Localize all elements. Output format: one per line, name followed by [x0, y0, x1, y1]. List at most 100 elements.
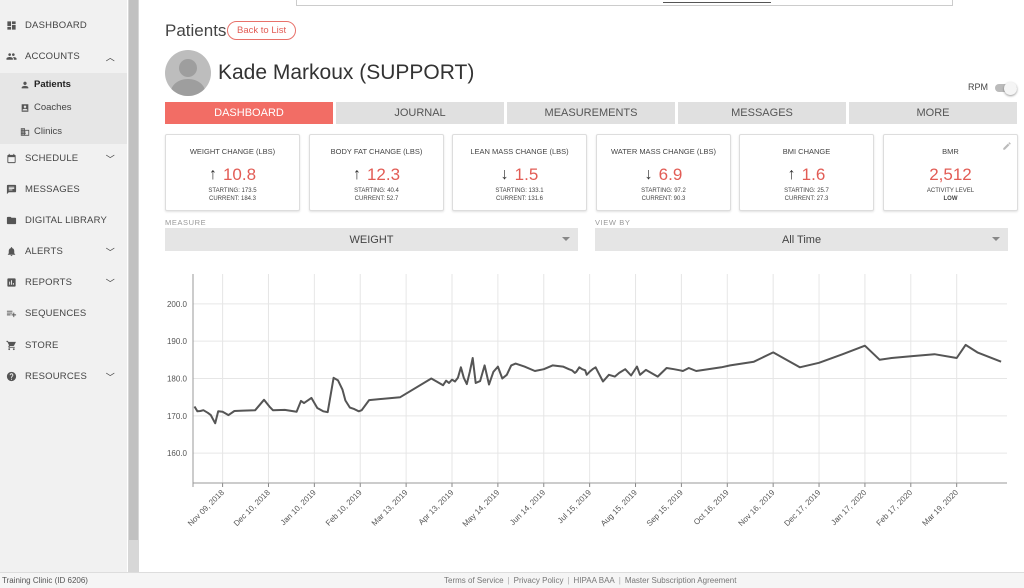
sidebar-subitem-label: Patients	[34, 79, 71, 90]
sidebar-item-digital-library[interactable]: DIGITAL LIBRARY	[0, 205, 127, 236]
y-tick-label: 200.0	[167, 300, 188, 309]
sidebar-item-label: REPORTS	[25, 277, 73, 288]
sidebar-subitem-coaches[interactable]: Coaches	[0, 96, 127, 119]
x-tick-label: Nov 16, 2019	[737, 488, 777, 528]
arrow-up-icon: ↑	[352, 166, 361, 183]
x-tick-label: Jan 17, 2020	[829, 488, 868, 527]
sidebar-item-store[interactable]: STORE	[0, 330, 127, 361]
sidebar-subitem-patients[interactable]: Patients	[0, 73, 127, 96]
footer-links: Terms of Service | Privacy Policy | HIPAA BA…	[444, 576, 737, 585]
y-tick-label: 180.0	[167, 375, 188, 384]
accounts-submenu: Patients Coaches Clinics	[0, 73, 127, 144]
message-icon	[0, 184, 22, 195]
body-fat-change-card[interactable]: BODY FAT CHANGE (LBS) ↑ 12.3 STARTING: 40…	[309, 134, 444, 211]
x-tick-label: Oct 16, 2019	[692, 488, 731, 527]
sidebar-item-reports[interactable]: REPORTS ﹀	[0, 267, 127, 298]
tab-dashboard[interactable]: DASHBOARD	[165, 102, 333, 124]
x-tick-label: Jun 14, 2019	[508, 488, 547, 527]
card-value-text: 12.3	[366, 165, 401, 184]
sidebar-subitem-label: Clinics	[34, 126, 62, 137]
cart-icon	[0, 340, 22, 351]
x-tick-label: Feb 17, 2020	[875, 488, 915, 528]
folder-icon	[0, 215, 22, 226]
tab-journal[interactable]: JOURNAL	[336, 102, 504, 124]
sidebar-item-sequences[interactable]: SEQUENCES	[0, 298, 127, 329]
privacy-link[interactable]: Privacy Policy	[513, 576, 564, 585]
back-to-list-button[interactable]: Back to List	[227, 21, 297, 40]
lean-mass-change-card[interactable]: LEAN MASS CHANGE (LBS) ↓ 1.5 STARTING: 13…	[452, 134, 587, 211]
sidebar-item-label: ACCOUNTS	[25, 51, 80, 62]
x-tick-label: May 14, 2019	[461, 488, 502, 529]
y-tick-label: 190.0	[167, 337, 188, 346]
sidebar-subitem-clinics[interactable]: Clinics	[0, 120, 127, 143]
measure-select-value: WEIGHT	[349, 233, 394, 246]
card-current: CURRENT: 27.3	[784, 195, 829, 202]
footer: Training Clinic (ID 6206) Terms of Servi…	[0, 572, 1024, 588]
report-icon	[0, 277, 22, 288]
x-tick-label: Jan 10, 2019	[279, 488, 318, 527]
card-value-text: 6.9	[658, 165, 683, 184]
measure-select[interactable]: WEIGHT	[165, 228, 578, 251]
pencil-icon[interactable]	[1002, 141, 1012, 151]
sidebar-item-label: SEQUENCES	[25, 308, 87, 319]
card-title: LEAN MASS CHANGE (LBS)	[470, 147, 569, 156]
card-value-text: 10.8	[222, 165, 257, 184]
help-icon	[0, 371, 22, 382]
tab-measurements[interactable]: MEASUREMENTS	[507, 102, 675, 124]
top-search-bar[interactable]	[296, 0, 953, 6]
activity-level-value: LOW	[943, 195, 958, 202]
water-mass-change-card[interactable]: WATER MASS CHANGE (LBS) ↓ 6.9 STARTING: 9…	[596, 134, 731, 211]
view-by-select[interactable]: All Time	[595, 228, 1008, 251]
x-tick-label: Mar 13, 2019	[370, 488, 410, 528]
calendar-icon	[0, 153, 22, 164]
sidebar-item-dashboard[interactable]: DASHBOARD	[0, 10, 127, 41]
arrow-up-icon: ↑	[787, 166, 796, 183]
bmi-change-card[interactable]: BMI CHANGE ↑ 1.6 STARTING: 25.7 CURRENT: …	[739, 134, 874, 211]
card-title: WATER MASS CHANGE (LBS)	[610, 147, 716, 156]
page-title: Patients	[165, 21, 227, 40]
badge-icon	[0, 103, 34, 113]
tab-more[interactable]: MORE	[849, 102, 1017, 124]
y-tick-label: 160.0	[167, 449, 188, 458]
card-current: CURRENT: 90.3	[641, 195, 686, 202]
sidebar: DASHBOARD ACCOUNTS ︿ Patients Coaches Cl…	[0, 0, 127, 572]
sidebar-item-label: SCHEDULE	[25, 153, 79, 164]
sidebar-item-alerts[interactable]: ALERTS ﹀	[0, 236, 127, 267]
rpm-label: RPM	[968, 82, 988, 92]
subscription-agreement-link[interactable]: Master Subscription Agreement	[624, 576, 737, 585]
sidebar-item-accounts[interactable]: ACCOUNTS ︿	[0, 41, 127, 72]
arrow-up-icon: ↑	[208, 166, 217, 183]
tab-messages[interactable]: MESSAGES	[678, 102, 846, 124]
footer-clinic-info: Training Clinic (ID 6206)	[2, 576, 88, 585]
sidebar-scrollbar-thumb[interactable]	[129, 0, 138, 540]
activity-level-label: ACTIVITY LEVEL	[926, 188, 975, 194]
hipaa-link[interactable]: HIPAA BAA	[573, 576, 615, 585]
chevron-down-icon: ﹀	[105, 372, 115, 382]
sidebar-item-label: DASHBOARD	[25, 20, 87, 31]
terms-link[interactable]: Terms of Service	[444, 576, 504, 585]
card-starting: STARTING: 97.2	[641, 188, 686, 194]
chevron-down-icon: ﹀	[105, 154, 115, 164]
card-value: ↑ 10.8	[166, 165, 299, 185]
bmr-card[interactable]: BMR 2,512 ACTIVITY LEVEL LOW	[883, 134, 1018, 211]
sidebar-item-messages[interactable]: MESSAGES	[0, 174, 127, 205]
weight-change-card[interactable]: WEIGHT CHANGE (LBS) ↑ 10.8 STARTING: 173.…	[165, 134, 300, 211]
patient-name: Kade Markoux (SUPPORT)	[218, 61, 475, 84]
card-title: WEIGHT CHANGE (LBS)	[189, 147, 276, 156]
sidebar-subitem-label: Coaches	[34, 102, 72, 113]
card-current: CURRENT: 184.3	[208, 195, 256, 202]
card-starting: STARTING: 173.5	[208, 188, 257, 194]
x-tick-label: Dec 17, 2019	[782, 488, 822, 528]
weight-series-line	[193, 343, 1002, 425]
x-tick-label: Jul 15, 2019	[556, 488, 594, 526]
sidebar-item-label: MESSAGES	[25, 184, 80, 195]
sidebar-item-schedule[interactable]: SCHEDULE ﹀	[0, 143, 127, 174]
sidebar-item-resources[interactable]: RESOURCES ﹀	[0, 361, 127, 392]
card-current: CURRENT: 52.7	[354, 195, 399, 202]
arrow-down-icon: ↓	[500, 166, 509, 183]
rpm-toggle-knob[interactable]	[1004, 82, 1017, 95]
view-by-select-value: All Time	[781, 233, 822, 246]
card-current: CURRENT: 131.6	[495, 195, 543, 202]
